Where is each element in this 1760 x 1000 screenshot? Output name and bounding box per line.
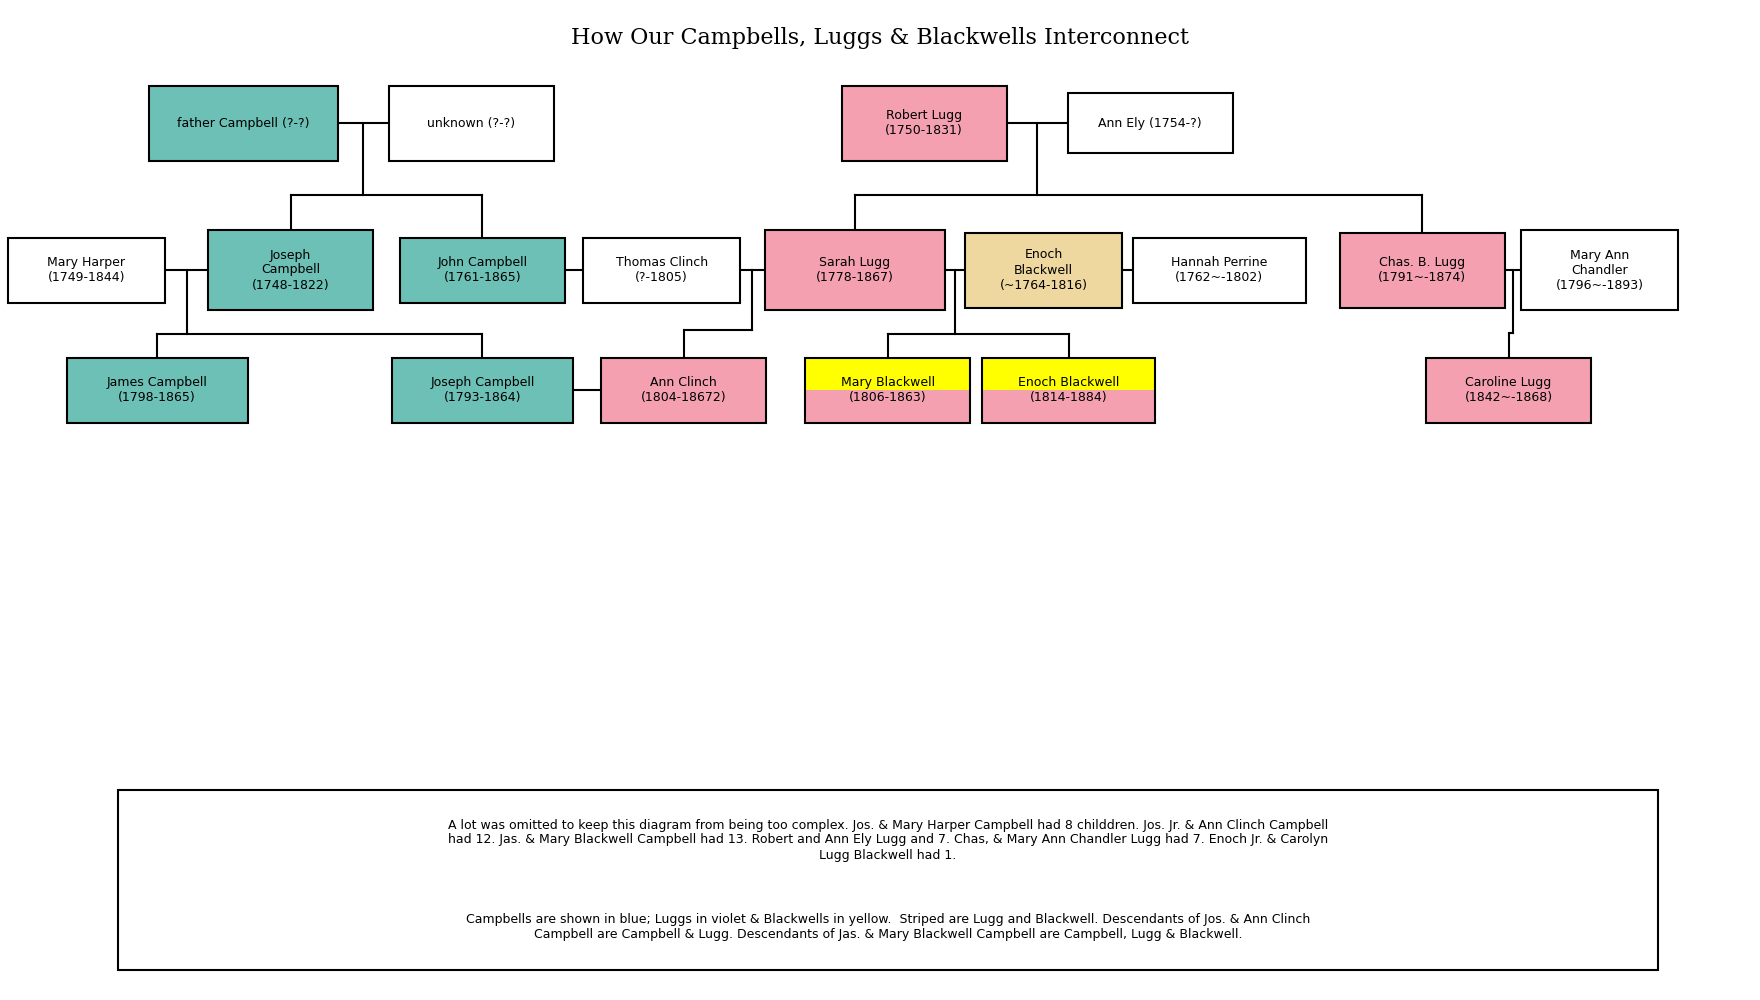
Bar [982,358,1155,422]
Text: Ann Ely (1754-?): Ann Ely (1754-?) [1098,116,1202,129]
Bar [764,230,945,310]
Text: A lot was omitted to keep this diagram from being too complex. Jos. & Mary Harpe: A lot was omitted to keep this diagram f… [447,818,1329,861]
Text: Mary Blackwell
(1806-1863): Mary Blackwell (1806-1863) [841,376,935,404]
Text: Ann Clinch
(1804-18672): Ann Clinch (1804-18672) [641,376,727,404]
Text: Thomas Clinch
(?-1805): Thomas Clinch (?-1805) [616,256,708,284]
Bar [806,358,970,422]
Text: Chas. B. Lugg
(1791~-1874): Chas. B. Lugg (1791~-1874) [1378,256,1466,284]
Text: Campbells are shown in blue; Luggs in violet & Blackwells in yellow.  Striped ar: Campbells are shown in blue; Luggs in vi… [466,913,1309,941]
Text: unknown (?-?): unknown (?-?) [428,116,516,129]
Bar [583,237,741,302]
Text: James Campbell
(1798-1865): James Campbell (1798-1865) [107,376,208,404]
Text: Caroline Lugg
(1842~-1868): Caroline Lugg (1842~-1868) [1464,376,1552,404]
Bar [1426,358,1591,422]
Bar [1521,230,1679,310]
Text: Joseph Campbell
(1793-1864): Joseph Campbell (1793-1864) [429,376,535,404]
Text: Enoch Blackwell
(1814-1884): Enoch Blackwell (1814-1884) [1017,376,1119,404]
Bar [1339,232,1505,308]
Text: Mary Ann
Chandler
(1796~-1893): Mary Ann Chandler (1796~-1893) [1556,248,1644,292]
Bar [150,86,338,160]
Bar [982,390,1155,422]
Bar [67,358,248,422]
Bar [806,390,970,422]
Text: father Campbell (?-?): father Campbell (?-?) [178,116,310,129]
Text: Hannah Perrine
(1762~-1802): Hannah Perrine (1762~-1802) [1170,256,1267,284]
Bar [602,358,766,422]
Text: Sarah Lugg
(1778-1867): Sarah Lugg (1778-1867) [817,256,894,284]
Bar [208,230,373,310]
Text: Mary Harper
(1749-1844): Mary Harper (1749-1844) [48,256,125,284]
Bar [1068,93,1232,153]
Bar [841,86,1007,160]
Bar [982,358,1155,390]
Bar [7,237,165,302]
Bar [118,790,1658,970]
Text: Enoch
Blackwell
(~1764-1816): Enoch Blackwell (~1764-1816) [1000,248,1088,292]
Text: Joseph
Campbell
(1748-1822): Joseph Campbell (1748-1822) [252,248,329,292]
Text: Robert Lugg
(1750-1831): Robert Lugg (1750-1831) [885,109,963,137]
Text: John Campbell
(1761-1865): John Campbell (1761-1865) [438,256,528,284]
Bar [400,237,565,302]
Bar [389,86,554,160]
Bar [392,358,572,422]
Bar [1133,237,1306,302]
Text: How Our Campbells, Luggs & Blackwells Interconnect: How Our Campbells, Luggs & Blackwells In… [570,27,1190,49]
Bar [964,232,1123,308]
Bar [806,358,970,390]
